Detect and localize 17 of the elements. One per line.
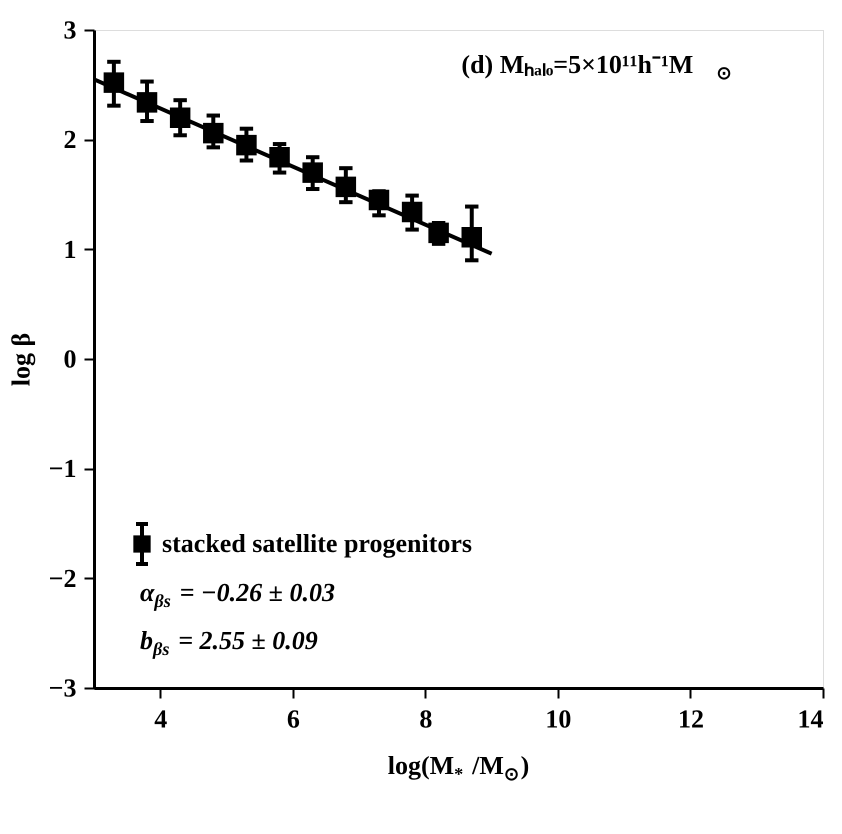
x-tick-label: 4 — [154, 704, 168, 734]
y-tick-label: 0 — [64, 344, 76, 374]
y-axis-title: log β — [6, 332, 36, 386]
y-tick-label: −2 — [48, 564, 76, 593]
x-axis-title: log(M*/M⊙) — [388, 751, 530, 784]
x-tick-label: 6 — [286, 704, 300, 734]
x-tick-label: 14 — [798, 704, 824, 734]
y-tick-label: −1 — [48, 454, 76, 484]
annotation: (d) Mₕₐₗₒ=5×10¹¹h⁻¹M⊙ — [461, 50, 732, 84]
y-tick-label: −3 — [48, 674, 76, 702]
x-tick-label: 12 — [678, 704, 704, 734]
x-tick-label: 8 — [419, 704, 432, 734]
y-tick-label: 3 — [64, 16, 76, 44]
y-tick-label: 2 — [64, 125, 76, 154]
y-tick-label: 1 — [64, 234, 76, 264]
legend-label: stacked satellite progenitors — [162, 529, 472, 558]
x-tick-label: 10 — [545, 704, 572, 734]
